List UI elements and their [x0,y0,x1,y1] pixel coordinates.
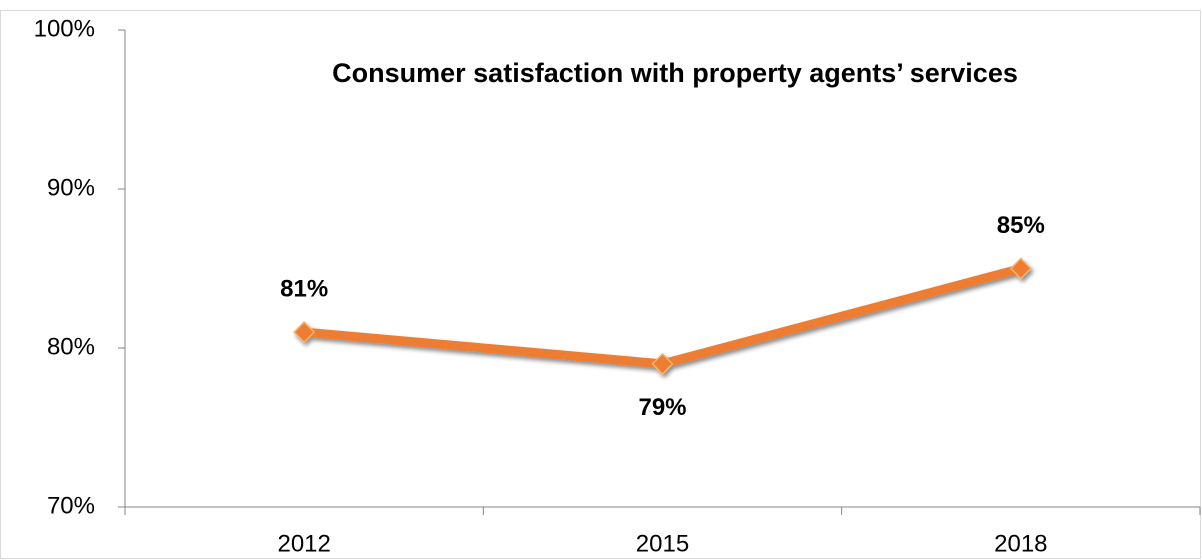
y-tick-label: 90% [47,174,95,201]
y-tick-label: 80% [47,333,95,360]
y-tick-label: 100% [34,15,95,42]
x-tick-label: 2012 [277,530,330,557]
marker [1009,257,1032,280]
x-tick-label: 2018 [994,530,1047,557]
chart-frame [0,10,1201,559]
data-label: 85% [997,212,1045,239]
x-tick-label: 2015 [636,530,689,557]
series [293,257,1032,375]
marker [293,321,316,344]
chart-title: Consumer satisfaction with property agen… [332,58,1018,88]
y-tick-label: 70% [47,492,95,519]
data-label: 79% [638,394,686,421]
line [303,264,1022,369]
marker [651,352,674,375]
data-label: 81% [280,275,328,302]
